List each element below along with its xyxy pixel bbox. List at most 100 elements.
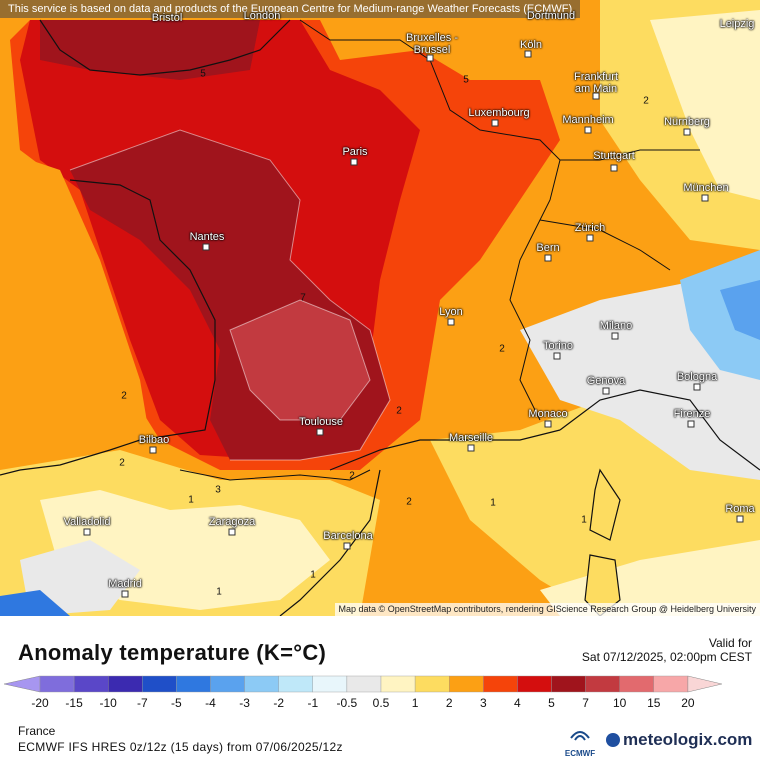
contour-label: 2 — [499, 343, 505, 355]
contour-label: 2 — [406, 496, 412, 508]
ecmwf-notice-banner: This service is based on data and produc… — [0, 0, 581, 18]
contour-5 — [69, 129, 391, 461]
marker-genova — [602, 387, 610, 395]
city-valladolid[interactable]: Valladolid — [63, 516, 111, 528]
marker-torino — [553, 352, 561, 360]
model-run-info: ECMWF IFS HRES 0z/12z (15 days) from 07/… — [18, 740, 343, 754]
city-nurnberg[interactable]: Nürnberg — [664, 116, 710, 128]
colorbar-swatch — [585, 675, 620, 693]
city-brussels[interactable]: Bruxelles - Brussel — [406, 32, 458, 56]
city-frankfurt[interactable]: Frankfurt am Main — [573, 71, 618, 95]
marker-marseille — [467, 444, 475, 452]
region-label: France — [18, 724, 56, 738]
meteologix-logo[interactable]: meteologix.com — [606, 730, 752, 750]
city-barcelona[interactable]: Barcelona — [323, 530, 373, 542]
marker-mannheim — [584, 126, 592, 134]
colorbar-swatch — [210, 675, 245, 693]
field-blue-sw — [0, 590, 70, 616]
city-london[interactable]: London — [243, 10, 281, 22]
city-zaragoza[interactable]: Zaragoza — [208, 516, 256, 528]
city-nantes[interactable]: Nantes — [189, 231, 225, 243]
city-dortmund[interactable]: Dortmund — [526, 10, 576, 22]
meteologix-icon — [606, 733, 620, 747]
marker-koln — [524, 50, 532, 58]
marker-monaco — [544, 420, 552, 428]
colorbar-arrow-right — [687, 675, 722, 693]
marker-nurnberg — [683, 128, 691, 136]
colorbar-tick-label: -1 — [307, 696, 319, 710]
forecast-map[interactable]: This service is based on data and produc… — [0, 0, 760, 616]
marker-madrid — [121, 590, 129, 598]
colorbar-swatch — [39, 675, 75, 693]
coastline-catalonia — [279, 469, 381, 616]
colorbar — [3, 675, 722, 693]
city-firenze[interactable]: Firenze — [673, 408, 711, 420]
colorbar-swatch — [278, 675, 314, 693]
city-milano[interactable]: Milano — [599, 320, 633, 332]
marker-frankfurt — [592, 92, 600, 100]
city-roma[interactable]: Roma — [725, 503, 755, 515]
anomaly-field — [0, 0, 760, 616]
city-bristol[interactable]: Bristol — [151, 12, 183, 24]
contour-label: 2 — [119, 457, 125, 469]
colorbar-tick-label: 5 — [548, 696, 555, 710]
city-munchen[interactable]: München — [683, 182, 729, 194]
contour-label: 7 — [300, 292, 306, 304]
city-bern[interactable]: Bern — [536, 242, 560, 254]
city-lyon[interactable]: Lyon — [439, 306, 463, 318]
marker-brussels — [426, 54, 434, 62]
colorbar-swatch — [346, 675, 382, 693]
marker-bern — [544, 254, 552, 262]
contour-label: 1 — [188, 494, 194, 506]
city-madrid[interactable]: Madrid — [108, 578, 142, 590]
marker-valladolid — [83, 528, 91, 536]
colorbar-tick-label: 10 — [613, 696, 627, 710]
city-luxembourg[interactable]: Luxembourg — [468, 107, 530, 119]
city-leipzig[interactable]: Leipzig — [719, 18, 755, 30]
colorbar-tick-label: -20 — [31, 696, 49, 710]
colorbar-swatch — [107, 675, 143, 693]
border-pyrenees — [179, 469, 371, 481]
city-mannheim[interactable]: Mannheim — [562, 114, 614, 126]
contour-label: 3 — [215, 484, 221, 496]
marker-nantes — [202, 243, 210, 251]
colorbar-tick-label: 2 — [445, 696, 453, 710]
field-orange-atlantic — [0, 150, 150, 440]
ecmwf-logo[interactable]: ECMWF — [560, 728, 600, 758]
contour-label: 1 — [310, 569, 316, 581]
contour-label: 5 — [200, 68, 206, 80]
city-marseille[interactable]: Marseille — [448, 432, 494, 444]
city-monaco[interactable]: Monaco — [528, 408, 568, 420]
city-torino[interactable]: Torino — [543, 340, 573, 352]
marker-paris — [350, 158, 358, 166]
valid-datetime[interactable]: Sat 07/12/2025, 02:00pm CEST — [581, 650, 752, 664]
colorbar-tick-label: -15 — [65, 696, 83, 710]
marker-toulouse — [316, 428, 324, 436]
city-toulouse[interactable]: Toulouse — [298, 416, 344, 428]
field-lightyellow-ne — [650, 10, 760, 200]
colorbar-swatch — [312, 675, 348, 693]
field-blue-alps — [720, 280, 760, 340]
colorbar-swatch — [483, 675, 518, 693]
colorbar-tick-label: -2 — [273, 696, 285, 710]
map-attribution: Map data © OpenStreetMap contributors, r… — [334, 603, 760, 616]
brand-name: meteologix.com — [623, 730, 753, 749]
city-paris[interactable]: Paris — [342, 146, 368, 158]
city-zurich[interactable]: Zürich — [574, 222, 606, 234]
city-bologna[interactable]: Bologna — [676, 371, 718, 383]
contour-label: 5 — [463, 74, 469, 86]
colorbar-swatch — [142, 675, 177, 693]
contour-label: 2 — [396, 405, 402, 417]
city-koln[interactable]: Köln — [519, 39, 543, 51]
colorbar-swatch — [653, 675, 689, 693]
marker-barcelona — [343, 542, 351, 550]
coastline-west-france — [69, 179, 216, 451]
city-genova[interactable]: Genova — [586, 375, 626, 387]
colorbar-tick-label: 20 — [681, 696, 695, 710]
marker-firenze — [687, 420, 695, 428]
city-stuttgart[interactable]: Stuttgart — [593, 150, 635, 162]
legend-panel: Anomaly temperature (K=°C) Valid for Sat… — [0, 616, 760, 760]
colorbar-swatch — [176, 675, 211, 693]
colorbar-tick-label: -7 — [136, 696, 148, 710]
city-bilbao[interactable]: Bilbao — [138, 434, 170, 446]
